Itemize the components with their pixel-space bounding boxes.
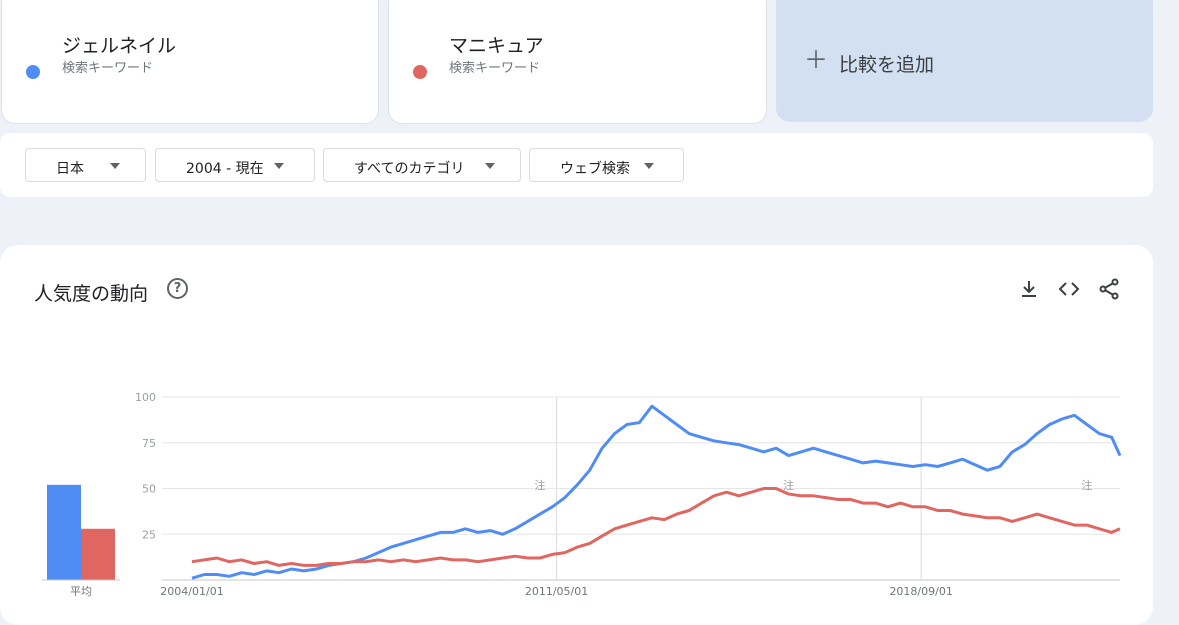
caret-down-icon <box>110 163 120 169</box>
term-type-label: 検索キーワード <box>449 61 541 76</box>
interest-over-time-card: 人気度の動向 ? 100 75 50 25 2004/01/01 2011/05/01 20… <box>0 245 1153 625</box>
term-card-1[interactable]: ジェルネイル 検索キーワード <box>1 0 379 124</box>
series-color-dot <box>413 65 427 79</box>
period-value: 2004 - 現在 <box>186 161 264 177</box>
add-comparison-button[interactable]: ＋ 比較を追加 <box>776 0 1153 122</box>
x-tick-label: 2004/01/01 <box>160 585 223 598</box>
help-icon[interactable]: ? <box>167 278 188 299</box>
average-bar-1[interactable] <box>47 484 81 580</box>
x-tick-label: 2018/09/01 <box>889 585 952 598</box>
note-marker[interactable]: 注 <box>535 478 546 492</box>
term-name: マニキュア <box>449 35 544 57</box>
category-select[interactable]: すべてのカテゴリ <box>323 148 521 182</box>
term-type-label: 検索キーワード <box>62 61 154 76</box>
term-name: ジェルネイル <box>62 35 177 57</box>
series-line-2[interactable] <box>191 487 1121 567</box>
x-tick-label: 2011/05/01 <box>525 585 588 598</box>
y-tick-label: 100 <box>135 391 156 404</box>
card-title: 人気度の動向 <box>34 283 149 305</box>
filter-bar: 日本 2004 - 現在 すべてのカテゴリ ウェブ検索 <box>0 133 1153 197</box>
plus-icon: ＋ <box>804 46 828 74</box>
add-comparison-label: 比較を追加 <box>839 54 935 76</box>
search-type-value: ウェブ検索 <box>560 161 630 177</box>
region-select[interactable]: 日本 <box>25 148 146 182</box>
search-type-select[interactable]: ウェブ検索 <box>529 148 684 182</box>
trend-chart[interactable]: 100 75 50 25 2004/01/01 2011/05/01 2018/09/01 注… <box>0 245 1153 610</box>
category-value: すべてのカテゴリ <box>354 161 465 177</box>
series-color-dot <box>26 65 40 79</box>
share-icon[interactable] <box>1097 277 1121 301</box>
caret-down-icon <box>644 163 654 169</box>
embed-code-icon[interactable] <box>1057 277 1081 301</box>
period-select[interactable]: 2004 - 現在 <box>155 148 315 182</box>
average-label: 平均 <box>70 585 92 598</box>
caret-down-icon <box>274 163 284 169</box>
caret-down-icon <box>485 163 495 169</box>
region-value: 日本 <box>56 161 84 177</box>
series-line-1[interactable] <box>191 404 1122 580</box>
average-bar-2[interactable] <box>81 528 115 580</box>
note-marker[interactable]: 注 <box>1081 478 1092 492</box>
y-tick-label: 50 <box>142 483 156 496</box>
y-tick-label: 25 <box>142 528 156 541</box>
term-card-2[interactable]: マニキュア 検索キーワード <box>388 0 767 124</box>
note-marker[interactable]: 注 <box>783 478 794 492</box>
y-tick-label: 75 <box>142 437 156 450</box>
download-icon[interactable] <box>1017 277 1041 301</box>
